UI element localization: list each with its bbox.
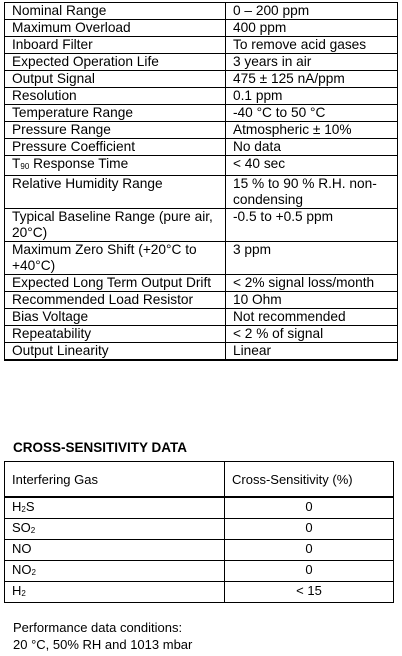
spec-label: Pressure Range — [4, 121, 226, 139]
spec-label: Temperature Range — [4, 104, 226, 122]
spec-label: Pressure Coefficient — [4, 138, 226, 156]
gas-value: 0 — [224, 518, 394, 540]
spec-value: Not recommended — [225, 308, 398, 326]
gas-subscript: 2 — [30, 526, 36, 535]
cross-header-row: Interfering Gas Cross-Sensitivity (%) — [4, 461, 394, 498]
spec-row: T90 Response Time < 40 sec — [4, 155, 398, 176]
spec-row: Inboard Filter To remove acid gases — [4, 36, 398, 54]
spec-row: Repeatability < 2 % of signal — [4, 325, 398, 343]
gas-name: NO — [4, 539, 225, 561]
cross-row: H2S 0 — [4, 496, 394, 519]
gas-formula: SO — [12, 520, 31, 535]
spec-label: Recommended Load Resistor — [4, 291, 226, 309]
t90-label-text: Response Time — [29, 156, 129, 171]
spec-value: 3 years in air — [225, 53, 398, 71]
spec-row: Bias Voltage Not recommended — [4, 308, 398, 326]
spec-value: 10 Ohm — [225, 291, 398, 309]
spec-value: < 2 % of signal — [225, 325, 398, 343]
spec-label: Nominal Range — [4, 2, 226, 20]
spec-row: Relative Humidity Range 15 % to 90 % R.H.… — [4, 175, 398, 209]
gas-subscript: 2 — [21, 505, 26, 514]
spec-label: Resolution — [4, 87, 226, 105]
spec-label: Output Signal — [4, 70, 226, 88]
spec-row: Recommended Load Resistor 10 Ohm — [4, 291, 398, 309]
cross-sensitivity-table: Interfering Gas Cross-Sensitivity (%) H2… — [4, 461, 394, 603]
spec-label: Maximum Zero Shift (+20°C to +40°C) — [4, 241, 226, 275]
t90-symbol: T — [12, 156, 21, 171]
spec-value: -0.5 to +0.5 ppm — [225, 208, 398, 242]
spec-value: To remove acid gases — [225, 36, 398, 54]
spec-row: Nominal Range 0 – 200 ppm — [4, 2, 398, 20]
spec-value: 400 ppm — [225, 19, 398, 37]
gas-value: 0 — [224, 560, 394, 582]
spec-value: < 2% signal loss/month — [225, 274, 398, 292]
spec-value: Atmospheric ± 10% — [225, 121, 398, 139]
gas-subscript: 2 — [31, 568, 36, 577]
spec-value: 475 ± 125 nA/ppm — [225, 70, 398, 88]
cross-row: NO 0 — [4, 539, 394, 561]
spec-row: Pressure Coefficient No data — [4, 138, 398, 156]
spec-label: Inboard Filter — [4, 36, 226, 54]
cross-row: H2 < 15 — [4, 581, 394, 603]
gas-value: 0 — [224, 496, 394, 519]
gas-formula: H — [12, 499, 22, 514]
gas-formula: NO — [12, 562, 32, 577]
gas-name: NO2 — [4, 560, 225, 582]
gas-name: H2S — [4, 496, 225, 519]
spec-label: Typical Baseline Range (pure air, 20°C) — [4, 208, 226, 242]
spec-row: Expected Long Term Output Drift < 2% sign… — [4, 274, 398, 292]
spec-value: No data — [225, 138, 398, 156]
spec-value: Linear — [225, 342, 398, 361]
spec-label: Maximum Overload — [4, 19, 226, 37]
gas-name: H2 — [4, 581, 225, 603]
spec-label: T90 Response Time — [4, 155, 226, 176]
spec-value: -40 °C to 50 °C — [225, 104, 398, 122]
performance-conditions: Performance data conditions: 20 °C, 50% … — [13, 619, 192, 653]
spec-value: 15 % to 90 % R.H. non-condensing — [225, 175, 398, 209]
spec-label: Expected Operation Life — [4, 53, 226, 71]
gas-formula: H — [12, 583, 22, 598]
spec-value: < 40 sec — [225, 155, 398, 176]
cross-row: NO2 0 — [4, 560, 394, 582]
spec-label: Repeatability — [4, 325, 226, 343]
gas-subscript: 2 — [21, 589, 26, 598]
specification-table: Nominal Range 0 – 200 ppm Maximum Overloa… — [4, 2, 398, 361]
spec-value: 3 ppm — [225, 241, 398, 275]
cross-sensitivity-title: CROSS-SENSITIVITY DATA — [13, 440, 188, 455]
gas-formula-tail: S — [25, 499, 35, 514]
spec-row: Typical Baseline Range (pure air, 20°C) -… — [4, 208, 398, 242]
spec-label: Relative Humidity Range — [4, 175, 226, 209]
spec-row: Maximum Zero Shift (+20°C to +40°C) 3 ppm — [4, 241, 398, 275]
spec-value: 0.1 ppm — [225, 87, 398, 105]
t90-subscript: 90 — [20, 162, 30, 171]
spec-row: Expected Operation Life 3 years in air — [4, 53, 398, 71]
gas-name: SO2 — [4, 518, 225, 540]
conditions-line-2: 20 °C, 50% RH and 1013 mbar — [13, 637, 193, 652]
conditions-line-1: Performance data conditions: — [13, 620, 183, 635]
spec-label: Output Linearity — [4, 342, 226, 361]
spec-row: Output Linearity Linear — [4, 342, 398, 361]
gas-value: < 15 — [224, 581, 394, 603]
cross-sensitivity-header: Cross-Sensitivity (%) — [224, 461, 394, 498]
gas-formula: NO — [12, 541, 32, 556]
spec-row: Maximum Overload 400 ppm — [4, 19, 398, 37]
spec-label: Bias Voltage — [4, 308, 226, 326]
spec-row: Resolution 0.1 ppm — [4, 87, 398, 105]
spec-row: Output Signal 475 ± 125 nA/ppm — [4, 70, 398, 88]
cross-row: SO2 0 — [4, 518, 394, 540]
spec-value: 0 – 200 ppm — [225, 2, 398, 20]
spec-label: Expected Long Term Output Drift — [4, 274, 226, 292]
interfering-gas-header: Interfering Gas — [4, 461, 225, 498]
spec-row: Pressure Range Atmospheric ± 10% — [4, 121, 398, 139]
gas-value: 0 — [224, 539, 394, 561]
spec-row: Temperature Range -40 °C to 50 °C — [4, 104, 398, 122]
